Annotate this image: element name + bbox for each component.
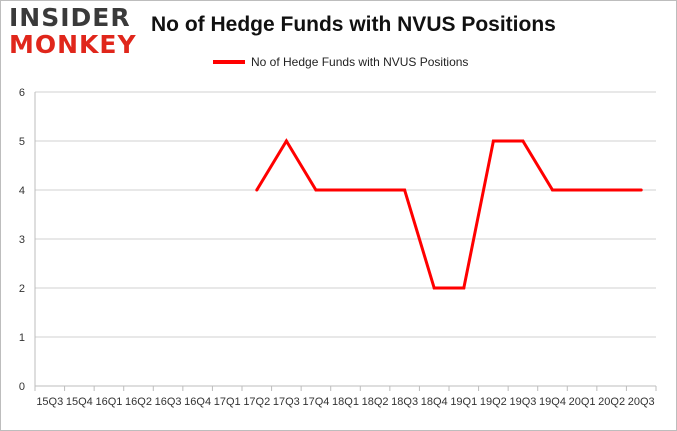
x-tick-label-20Q2: 20Q2 <box>598 396 625 408</box>
x-tick-label-16Q3: 16Q3 <box>155 396 182 408</box>
y-tick-label-5: 5 <box>19 136 25 148</box>
y-tick-label-0: 0 <box>19 381 25 393</box>
x-tick-label-18Q4: 18Q4 <box>421 396 448 408</box>
series-line-0 <box>255 138 642 290</box>
data-point-19Q3 <box>521 139 525 143</box>
data-point-20Q1 <box>580 188 584 192</box>
chart-title: No of Hedge Funds with NVUS Positions <box>151 13 556 36</box>
x-tick-label-15Q3: 15Q3 <box>36 396 63 408</box>
y-tick-label-6: 6 <box>19 87 25 99</box>
x-tick-label-20Q3: 20Q3 <box>628 396 655 408</box>
data-point-20Q2 <box>610 188 614 192</box>
legend: No of Hedge Funds with NVUS Positions <box>213 55 468 69</box>
x-tick-label-16Q1: 16Q1 <box>95 396 122 408</box>
x-tick-label-19Q2: 19Q2 <box>480 396 507 408</box>
y-tick-label-3: 3 <box>19 234 25 246</box>
x-tick-label-17Q2: 17Q2 <box>243 396 270 408</box>
data-point-19Q4 <box>551 188 554 192</box>
x-tick-label-17Q3: 17Q3 <box>273 396 300 408</box>
x-tick-label-20Q1: 20Q1 <box>569 396 596 408</box>
x-tick-label-18Q1: 18Q1 <box>332 396 359 408</box>
legend-label: No of Hedge Funds with NVUS Positions <box>251 55 469 69</box>
x-tick-label-16Q4: 16Q4 <box>184 396 211 408</box>
data-point-20Q3 <box>639 188 643 192</box>
logo-line-2: MONKEY <box>9 30 137 59</box>
insider-monkey-logo: INSIDER MONKEY <box>9 5 137 57</box>
x-tick-label-18Q2: 18Q2 <box>362 396 389 408</box>
x-tick-label-15Q4: 15Q4 <box>66 396 93 408</box>
logo-line-1: INSIDER <box>9 3 131 32</box>
x-tick-label-17Q1: 17Q1 <box>214 396 241 408</box>
x-tick-label-17Q4: 17Q4 <box>302 396 329 408</box>
x-tick-label-19Q1: 19Q1 <box>450 396 477 408</box>
data-point-17Q2 <box>255 188 259 192</box>
x-tick-label-19Q4: 19Q4 <box>539 396 566 408</box>
y-tick-label-1: 1 <box>19 332 25 344</box>
x-tick-label-18Q3: 18Q3 <box>391 396 418 408</box>
x-tick-label-19Q3: 19Q3 <box>509 396 536 408</box>
data-point-18Q4 <box>432 286 436 290</box>
y-tick-label-4: 4 <box>19 185 25 197</box>
y-tick-label-2: 2 <box>19 283 25 295</box>
data-point-19Q2 <box>491 139 495 143</box>
data-point-17Q4 <box>314 188 318 192</box>
data-point-18Q1 <box>344 188 347 192</box>
x-tick-label-16Q2: 16Q2 <box>125 396 152 408</box>
data-point-18Q2 <box>373 188 377 192</box>
data-point-17Q3 <box>284 139 288 143</box>
data-point-18Q3 <box>403 188 407 192</box>
data-point-19Q1 <box>462 286 466 290</box>
legend-swatch <box>213 60 245 64</box>
